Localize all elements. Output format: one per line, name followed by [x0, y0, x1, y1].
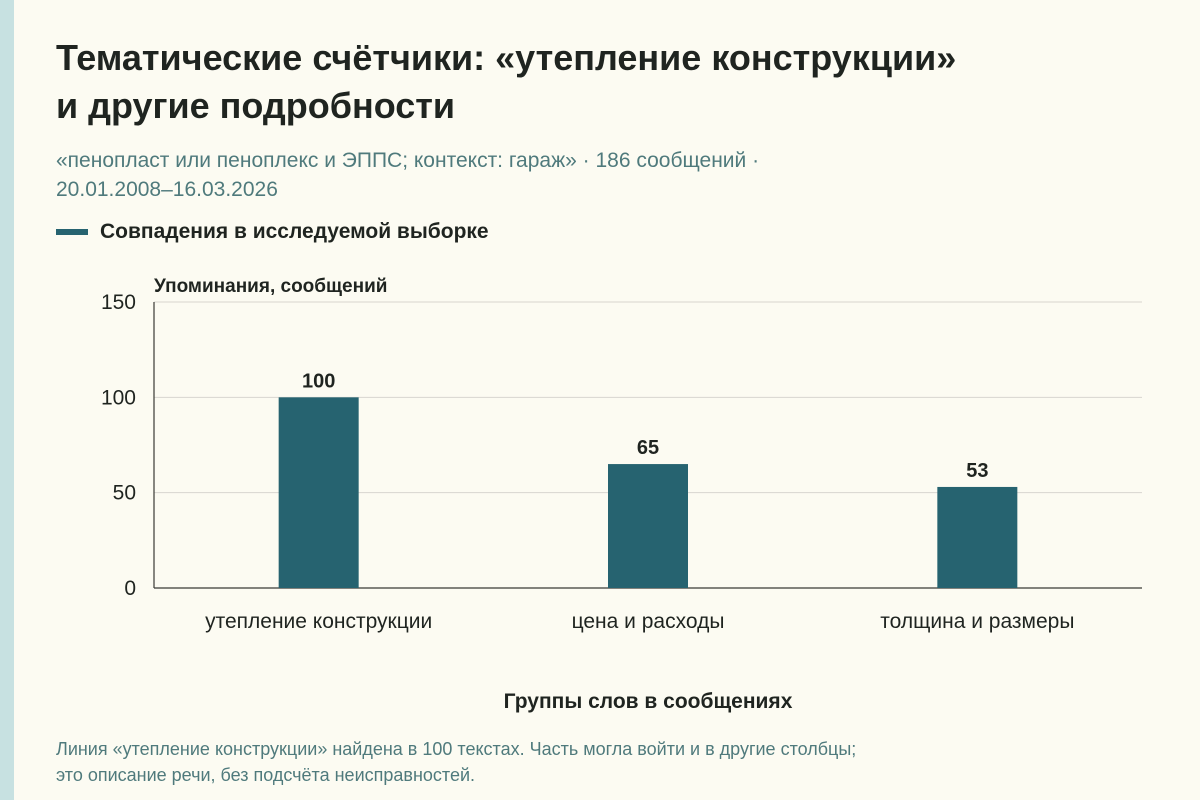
footnote-line-2: это описание речи, без подсчёта неисправ… — [56, 765, 476, 785]
bar-value-label-1: 100 — [302, 370, 335, 392]
x-axis-label: Группы слов в сообщениях — [504, 690, 793, 713]
footnote-line-1: Линия «утепление конструкции» найдена в … — [56, 739, 857, 759]
legend: Совпадения в исследуемой выборке — [56, 218, 489, 246]
y-axis-label: Упоминания, сообщений — [154, 276, 387, 297]
y-tick-label-50: 50 — [113, 482, 136, 505]
chart-title-line-1: Тематические счётчики: «утепление констр… — [56, 37, 957, 78]
chart-subtitle-line-1: «пенопласт или пеноплекс и ЭППС; контекс… — [56, 149, 760, 172]
y-tick-label-0: 0 — [124, 577, 136, 600]
bar-value-label-2: 65 — [637, 437, 659, 459]
chart-title: Тематические счётчики: «утепление констр… — [56, 34, 1156, 130]
chart-subtitle-line-2: 20.01.2008–16.03.2026 — [56, 178, 278, 201]
y-tick-label-150: 150 — [101, 291, 136, 314]
chart-title-line-2: и другие подробности — [56, 85, 456, 126]
chart-subtitle: «пенопласт или пеноплекс и ЭППС; контекс… — [56, 146, 1156, 204]
x-tick-label-2: цена и расходы — [572, 610, 725, 633]
legend-label: Совпадения в исследуемой выборке — [100, 220, 489, 243]
bar-1 — [278, 397, 359, 588]
footnote: Линия «утепление конструкции» найдена в … — [56, 736, 1176, 788]
bar-2 — [608, 464, 688, 588]
bar-value-label-3: 53 — [966, 460, 988, 482]
x-tick-label-1: утепление конструкции — [205, 610, 432, 633]
y-tick-label-100: 100 — [101, 386, 136, 409]
legend-swatch — [56, 229, 88, 235]
x-tick-label-3: толщина и размеры — [880, 610, 1074, 633]
accent-strip — [0, 0, 14, 800]
bar-3 — [937, 486, 1018, 588]
